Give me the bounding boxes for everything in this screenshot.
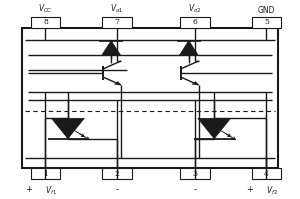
Bar [251,17,281,28]
Polygon shape [198,118,231,139]
Text: $V_{f1}$: $V_{f1}$ [46,185,57,197]
Text: -: - [193,185,196,194]
Text: GND: GND [258,6,275,15]
Polygon shape [192,81,199,85]
Polygon shape [52,118,84,139]
Text: +: + [26,185,32,194]
Text: +: + [247,185,254,194]
Bar [31,17,60,28]
Text: 6: 6 [192,18,197,26]
Text: $V_{f2}$: $V_{f2}$ [266,185,278,197]
Polygon shape [102,41,121,56]
Text: $V_{{o1}}$: $V_{{o1}}$ [110,2,124,15]
Text: -: - [116,185,119,194]
Bar [102,168,132,179]
Text: 5: 5 [264,18,269,26]
Text: 8: 8 [43,18,48,26]
Bar [251,168,281,179]
Text: $V_{{o2}}$: $V_{{o2}}$ [188,2,202,15]
Polygon shape [179,41,198,56]
Text: 3: 3 [192,170,197,178]
Bar [180,17,210,28]
Text: 7: 7 [115,18,120,26]
Bar [31,168,60,179]
Polygon shape [115,81,121,85]
Text: 2: 2 [115,170,120,178]
Bar [102,17,132,28]
Text: 4: 4 [264,170,269,178]
Bar [180,168,210,179]
Text: $V_{{CC}}$: $V_{{CC}}$ [38,2,53,15]
Bar [22,28,278,168]
Text: 1: 1 [43,170,48,178]
